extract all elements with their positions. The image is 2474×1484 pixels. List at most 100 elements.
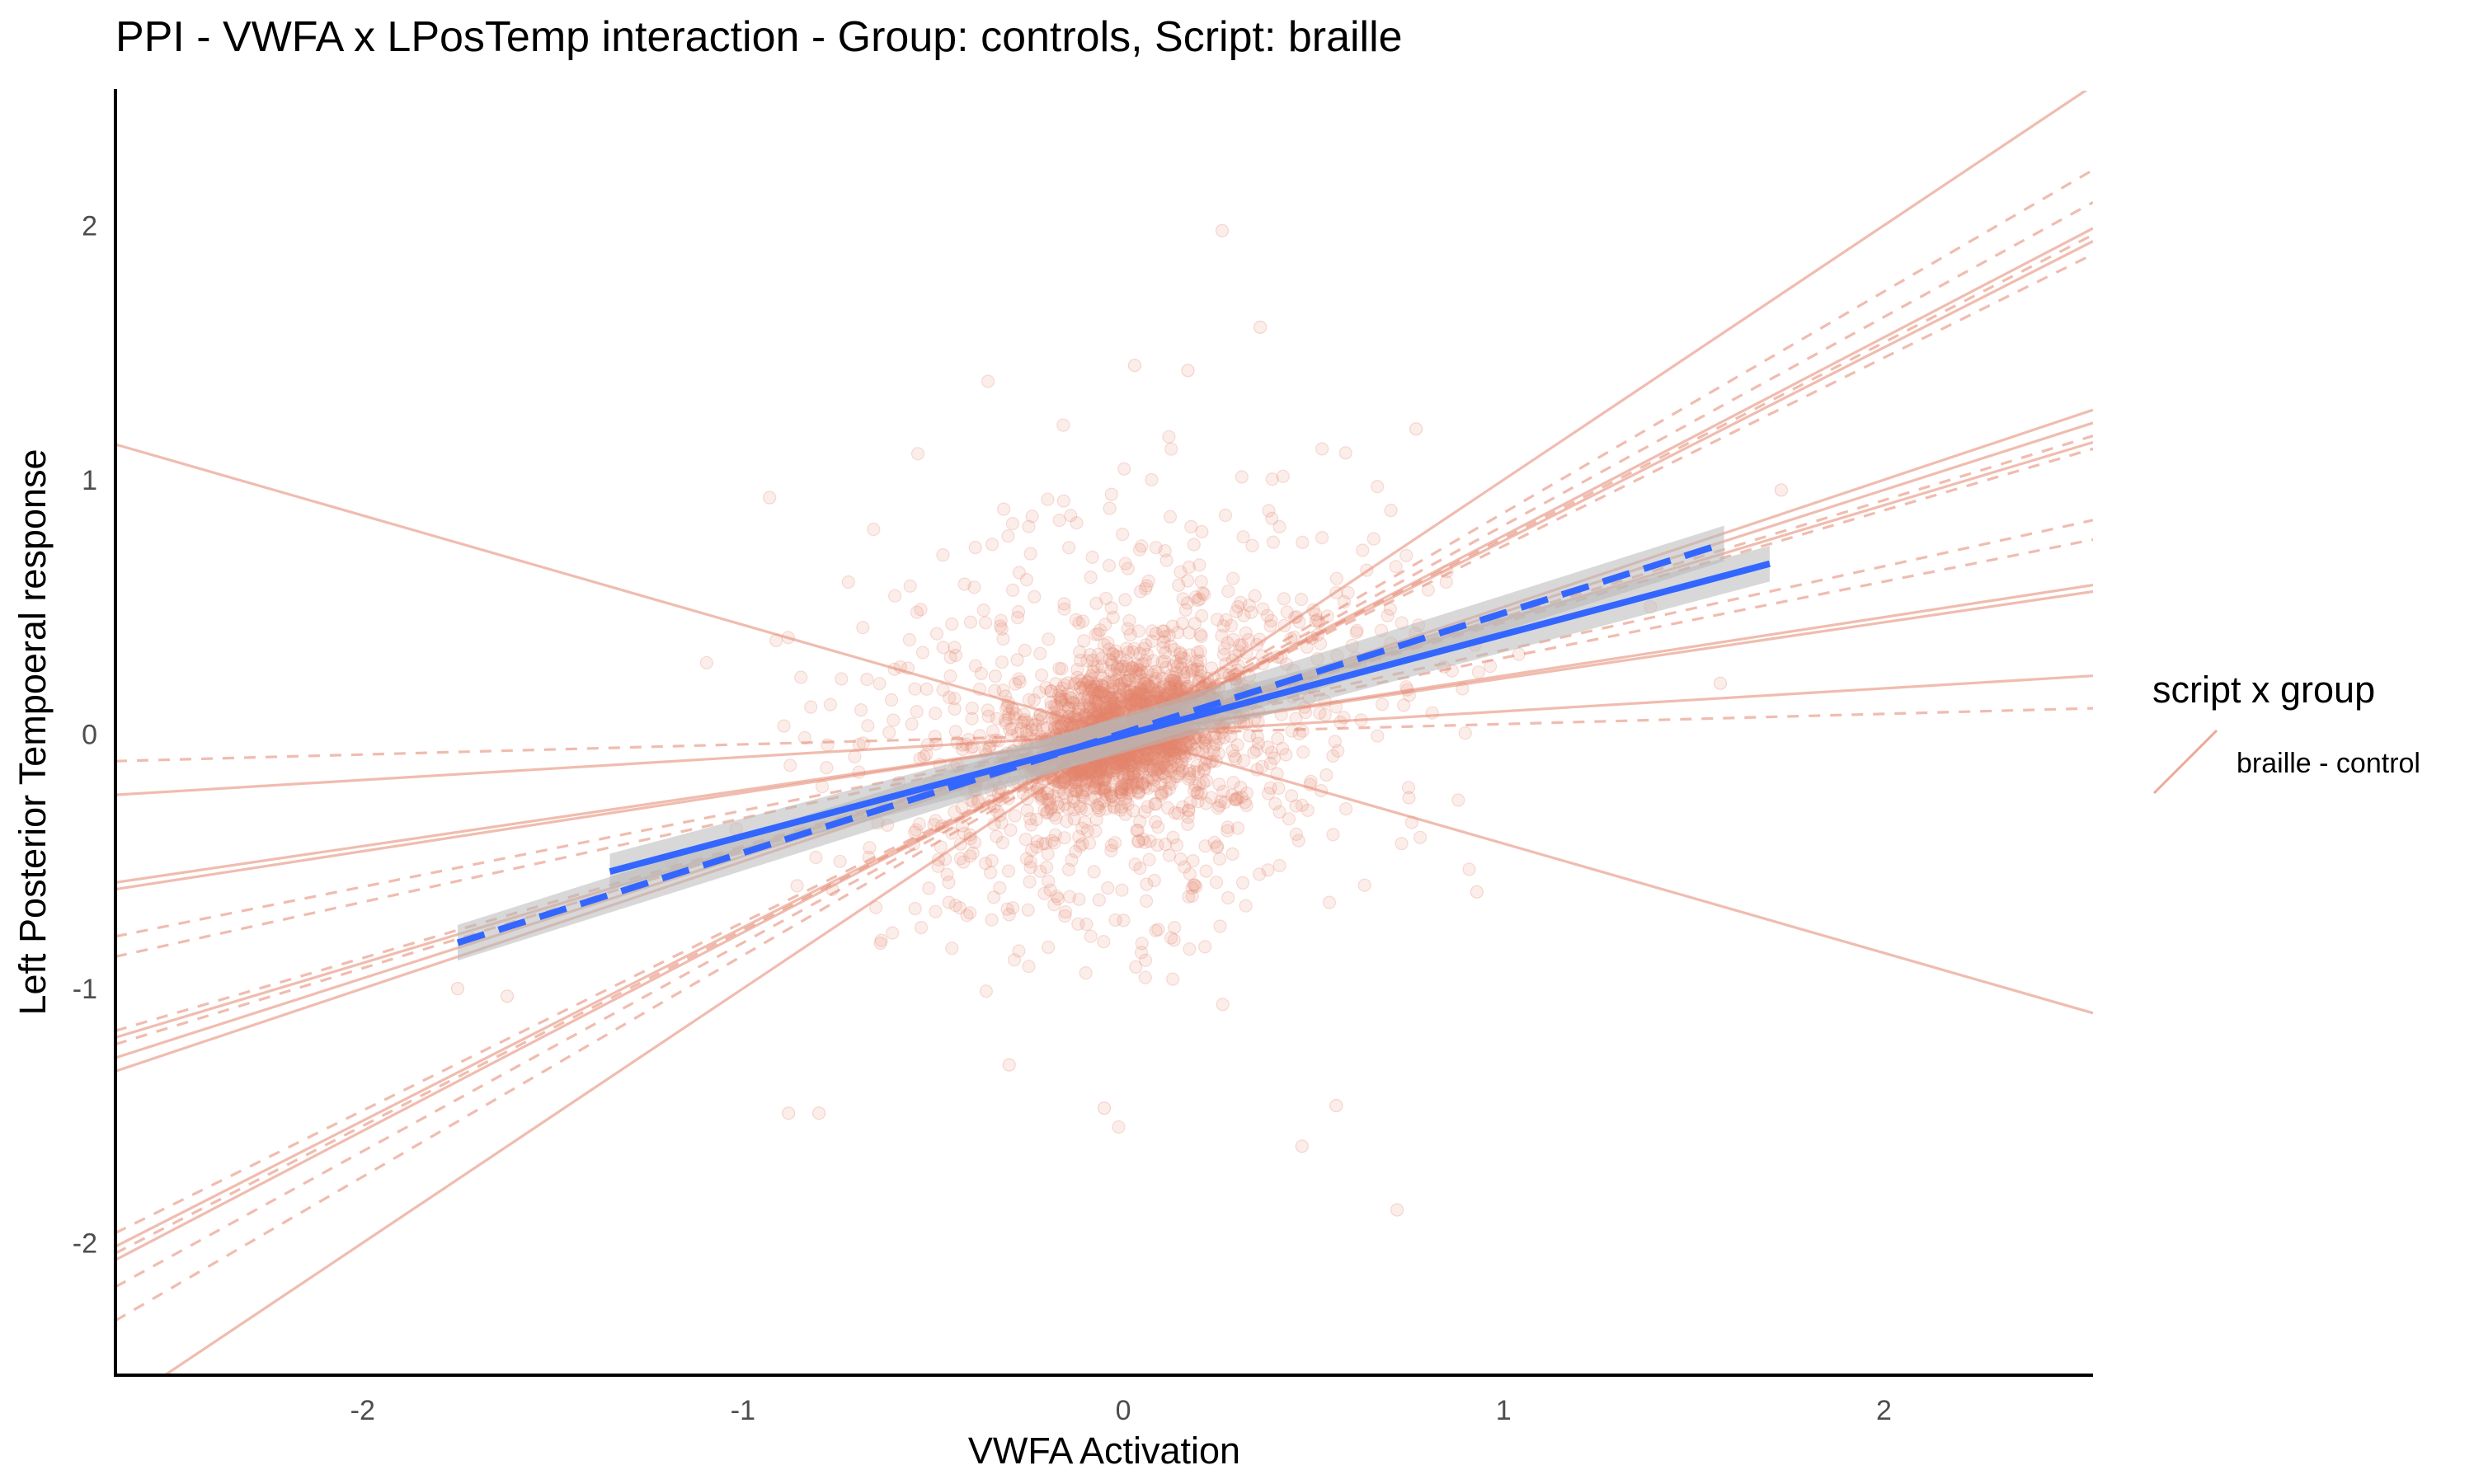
scatter-point xyxy=(1145,654,1160,668)
scatter-point xyxy=(1357,878,1371,892)
scatter-point xyxy=(1263,618,1277,633)
legend-entry-label: braille - control xyxy=(2236,748,2420,779)
scatter-point xyxy=(1132,542,1147,556)
scatter-point xyxy=(1134,682,1148,696)
scatter-point xyxy=(867,522,881,537)
scatter-point xyxy=(1097,934,1111,949)
scatter-point xyxy=(1118,794,1133,809)
scatter-point xyxy=(1104,691,1118,705)
y-tick-label: 2 xyxy=(82,211,97,242)
scatter-point xyxy=(1000,902,1014,916)
scatter-point xyxy=(1156,635,1171,649)
scatter-point xyxy=(1129,960,1143,974)
scatter-point xyxy=(1399,548,1413,563)
scatter-point xyxy=(1177,669,1191,683)
scatter-point xyxy=(943,669,957,683)
y-tick-label: -2 xyxy=(73,1228,97,1260)
scatter-point xyxy=(1116,527,1130,542)
scatter-point xyxy=(1190,786,1204,800)
scatter-point xyxy=(1132,697,1147,711)
scatter-point xyxy=(1018,643,1032,658)
scatter-point xyxy=(1136,832,1150,846)
scatter-point xyxy=(1425,706,1439,720)
scatter-point xyxy=(1329,1098,1343,1113)
scatter-point xyxy=(910,605,924,619)
scatter-point xyxy=(1211,746,1225,761)
scatter-point xyxy=(1131,762,1146,776)
scatter-point xyxy=(1151,923,1165,937)
scatter-point xyxy=(1118,674,1132,688)
scatter-point xyxy=(1136,683,1150,697)
scatter-point xyxy=(1079,771,1094,785)
scatter-point xyxy=(1184,519,1198,534)
scatter-point xyxy=(1148,751,1162,765)
scatter-point xyxy=(1023,811,1037,826)
scatter-point xyxy=(1001,529,1015,543)
scatter-point xyxy=(1162,430,1176,444)
scatter-point xyxy=(1198,940,1212,954)
scatter-point xyxy=(1132,754,1147,768)
scatter-point xyxy=(1127,759,1142,773)
scatter-point xyxy=(1088,779,1102,793)
scatter-point xyxy=(1073,680,1088,694)
scatter-point xyxy=(1122,778,1136,792)
scatter-point xyxy=(948,725,962,739)
scatter-point xyxy=(1027,693,1042,707)
scatter-point xyxy=(1134,692,1148,707)
scatter-point xyxy=(1080,764,1094,778)
scatter-point xyxy=(1140,751,1155,765)
scatter-point xyxy=(1136,749,1150,763)
scatter-point xyxy=(873,936,887,951)
scatter-point xyxy=(1108,702,1122,717)
scatter-point xyxy=(860,672,874,687)
scatter-point xyxy=(1070,773,1084,787)
scatter-point xyxy=(1151,752,1165,766)
scatter-point xyxy=(1115,883,1129,897)
scatter-point xyxy=(1296,535,1310,550)
scatter-point xyxy=(1126,767,1141,781)
legend: script x group braille - control xyxy=(2152,669,2420,795)
scatter-point xyxy=(903,579,917,593)
scatter-point xyxy=(1001,864,1016,878)
scatter-point xyxy=(1064,772,1078,786)
scatter-point xyxy=(1170,769,1184,784)
scatter-point xyxy=(1090,798,1104,813)
scatter-point xyxy=(1103,703,1117,717)
scatter-point xyxy=(1051,688,1065,702)
scatter-point xyxy=(1094,764,1108,779)
scatter-point xyxy=(1008,809,1022,823)
scatter-point xyxy=(1109,761,1123,775)
scatter-point xyxy=(1092,803,1107,818)
scatter-point xyxy=(1079,783,1093,797)
scatter-point xyxy=(1167,685,1181,699)
scatter-point xyxy=(1247,745,1261,759)
scatter-point xyxy=(1129,697,1143,711)
scatter-point xyxy=(1106,682,1120,696)
scatter-point xyxy=(1120,690,1134,704)
scatter-point xyxy=(1123,758,1137,773)
x-axis-title: VWFA Activation xyxy=(968,1430,1240,1472)
y-axis-title: Left Posterior Tempoeral response xyxy=(12,448,54,1015)
scatter-point xyxy=(1050,796,1065,810)
scatter-point xyxy=(940,867,954,881)
scatter-point xyxy=(1156,678,1170,692)
scatter-point xyxy=(1183,737,1198,752)
scatter-point xyxy=(1091,685,1105,699)
scatter-point xyxy=(1124,696,1139,710)
scatter-point xyxy=(1183,767,1197,781)
scatter-point xyxy=(1090,707,1104,721)
scatter-point xyxy=(1074,764,1088,779)
scatter-point xyxy=(1098,702,1112,716)
scatter-point xyxy=(1086,665,1100,679)
scatter-point xyxy=(1129,693,1143,707)
scatter-point xyxy=(1006,702,1020,717)
scatter-point xyxy=(1071,702,1085,716)
scatter-point xyxy=(1112,689,1126,703)
scatter-point xyxy=(811,1106,826,1120)
scatter-point xyxy=(1115,787,1129,801)
scatter-point xyxy=(1075,765,1089,779)
scatter-point xyxy=(1140,752,1154,767)
scatter-point xyxy=(1164,759,1178,773)
scatter-point xyxy=(1066,696,1081,711)
scatter-point xyxy=(1159,553,1174,567)
